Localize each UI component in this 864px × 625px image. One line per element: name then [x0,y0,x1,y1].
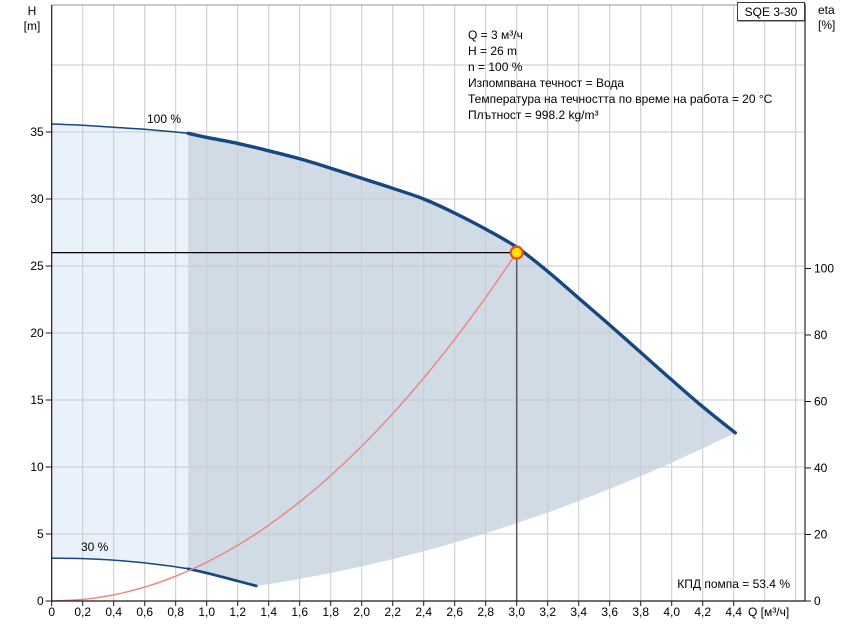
q-axis-tick-label: 0,2 [74,605,91,619]
q-axis-tick-label: 2,6 [446,605,463,619]
q-axis-tick-label: 1,8 [322,605,339,619]
curve-label-30: 30 % [81,540,109,554]
q-axis-unit-label: Q [м³/ч] [748,605,789,619]
h-axis-tick-label: 20 [30,326,44,340]
pump-curve-100-thin [51,123,189,135]
pump-curve-100-bold [186,131,737,435]
operating-range-fill-dark [188,133,736,587]
annotation-speed: n = 100 % [468,60,523,74]
h-axis-title: H [m] [16,4,48,34]
h-axis-tick-label: 30 [30,192,44,206]
q-axis-tick-label: 0 [48,605,55,619]
eta-axis-title-unit: [%] [818,18,836,32]
operating-range-fill-light [51,124,189,569]
h-axis-tick-label: 25 [30,259,44,273]
pump-curve-30-bold [186,567,258,588]
duty-annotation-block: Q = 3 м³/ч H = 26 m n = 100 % Изпомпвана… [468,27,772,123]
q-axis-tick-label: 0,4 [105,605,122,619]
eta-axis-title: eta [%] [818,3,852,33]
h-axis-title-unit: [m] [23,19,41,33]
efficiency-label: КПД помпа = 53.4 % [677,577,790,591]
h-axis-tick-label: 5 [37,527,44,541]
annotation-duty-head: H = 26 m [468,44,518,58]
eta-axis-tick-label: 20 [814,528,828,542]
annotation-liquid: Изпомпвана течност = Вода [468,76,625,90]
pump-curve-30-thin [51,557,189,570]
q-axis-tick-label: 4,4 [725,605,742,619]
annotation-density: Плътност = 998.2 kg/m³ [468,108,599,122]
h-axis-tick-label: 0 [37,594,44,608]
q-axis-tick-label: 1,0 [198,605,215,619]
q-axis-tick-label: 3,4 [570,605,587,619]
h-axis-title-symbol: H [27,4,37,18]
eta-axis-title-symbol: eta [818,3,835,17]
q-axis-tick-label: 2,8 [477,605,494,619]
curve-label-100: 100 % [147,112,182,126]
h-axis-tick-label: 35 [30,125,44,139]
eta-axis-tick-label: 80 [814,328,828,342]
q-axis-tick-label: 3,0 [508,605,525,619]
q-axis-tick-label: 0,8 [167,605,184,619]
q-axis-tick-label: 4,2 [694,605,711,619]
q-axis-tick-label: 4,0 [663,605,680,619]
pump-name-box: SQE 3-30 [737,2,805,21]
eta-axis-tick-label: 60 [814,395,828,409]
q-axis-tick-label: 2,2 [384,605,401,619]
q-axis-tick-label: 0,6 [136,605,153,619]
eta-axis-tick-label: 100 [814,262,834,276]
q-axis-tick-label: 3,8 [632,605,649,619]
q-axis-tick-label: 3,6 [601,605,618,619]
q-axis-tick-label: 3,2 [539,605,556,619]
duty-point-marker [509,245,524,260]
q-axis-tick-label: 2,0 [353,605,370,619]
h-axis-tick-label: 15 [30,393,44,407]
q-axis-tick-label: 1,4 [260,605,277,619]
q-axis-tick-label: 2,4 [415,605,432,619]
annotation-duty-flow: Q = 3 м³/ч [468,28,523,42]
annotation-temperature: Температура на течността по време на раб… [468,92,773,106]
eta-axis-tick-label: 0 [814,594,821,608]
h-axis-tick-label: 10 [30,460,44,474]
system-curve [51,252,518,602]
q-axis-tick-label: 1,6 [291,605,308,619]
eta-axis-tick-label: 40 [814,461,828,475]
q-axis-tick-label: 1,2 [229,605,246,619]
